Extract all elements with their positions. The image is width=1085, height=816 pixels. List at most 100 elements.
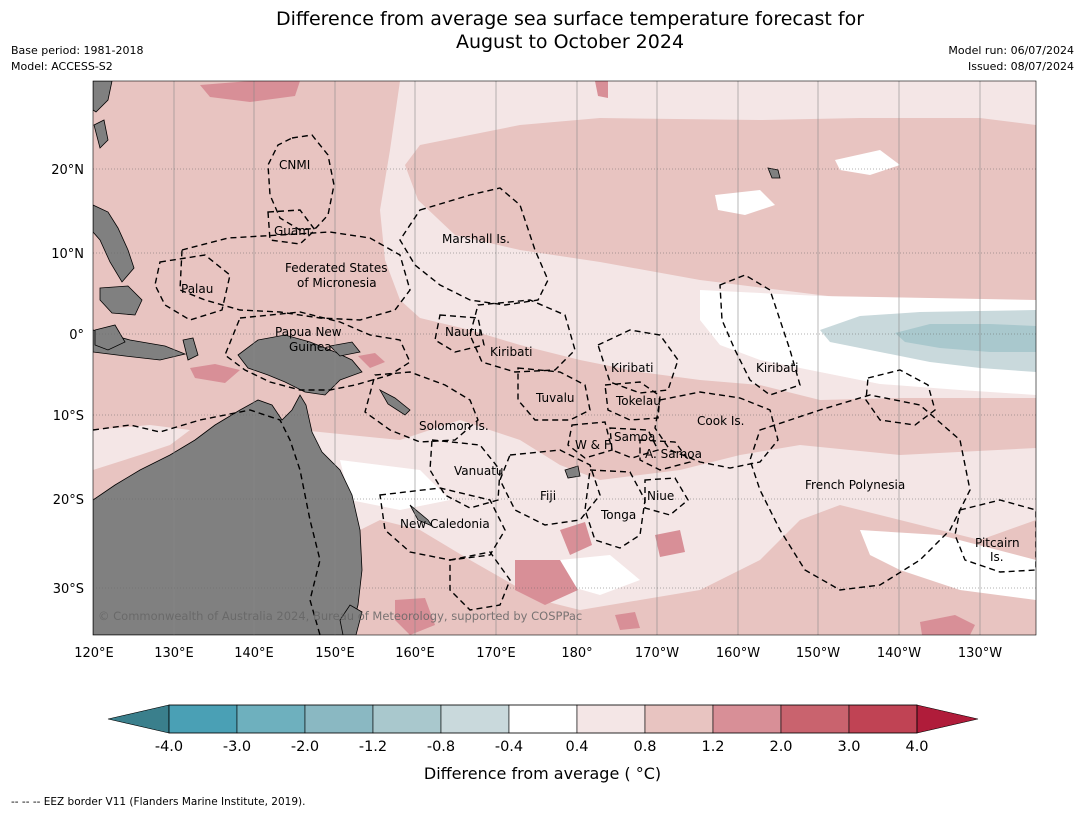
meta-right: Model run: 06/07/2024 Issued: 08/07/2024 (948, 43, 1074, 75)
label-wallis-futuna: W & F (575, 438, 611, 452)
eez-guam (267, 209, 316, 245)
colorbar-tick-label: -0.8 (427, 739, 455, 755)
colorbar-box (236, 704, 306, 734)
sst-warm-patch-south-6 (615, 612, 640, 630)
label-cnmi: CNMI (279, 158, 311, 172)
label-fsm-2: of Micronesia (297, 276, 377, 290)
eez-png (224, 311, 411, 391)
sst-warm-patch-north (200, 81, 300, 102)
sst-normal-patch-3 (860, 530, 1036, 600)
label-solomon: Solomon Is. (419, 419, 489, 433)
lon-label: 150°E (315, 646, 355, 661)
eez-new-caledonia (379, 487, 506, 561)
eez-australia-coral (93, 409, 321, 635)
eez-fiji (499, 449, 601, 526)
colorbar-boxes (168, 704, 918, 734)
sst-light-patch-sw (93, 425, 190, 470)
eez-kiribati-gilberts (469, 299, 576, 373)
label-pitcairn-1: Pitcairn (975, 536, 1020, 550)
sst-warm-patch-png (190, 364, 240, 383)
lon-label: 160°E (395, 646, 435, 661)
sst-normal-patch-2 (715, 190, 775, 215)
colorbar-tick-label: 2.0 (769, 739, 792, 755)
eez-marshall (399, 187, 549, 306)
eez-wallis-futuna (567, 421, 613, 459)
eez-solomon (364, 371, 479, 443)
sst-warm-patch-south-3 (655, 530, 685, 557)
colorbar-tick-label: -4.0 (155, 739, 183, 755)
eez-tonga (584, 469, 646, 549)
eez-pitcairn (954, 499, 1036, 573)
sst-warm-patch-south-1 (515, 560, 578, 605)
eez-borders (93, 134, 1036, 635)
colorbar-tick-labels: -4.0 -3.0 -2.0 -1.2 -0.8 -0.4 0.4 0.8 1.2 2.0 3.0 4… (155, 739, 929, 755)
eez-nauru (434, 314, 485, 353)
map-plot-area (93, 81, 1036, 635)
land-new-caledonia (409, 504, 434, 527)
lat-label: 0° (69, 328, 84, 343)
colorbar-tick-label: 0.8 (633, 739, 656, 755)
colorbar-frame (168, 704, 918, 734)
label-pitcairn-2: Is. (990, 550, 1004, 564)
map-title: Difference from average sea surface temp… (0, 8, 1085, 54)
land-halmahera (182, 337, 199, 361)
lat-label: 20°N (51, 163, 84, 178)
label-vanuatu: Vanuatu (454, 464, 504, 478)
lon-label: 160°W (716, 646, 760, 661)
label-palau: Palau (181, 282, 214, 296)
label-fiji: Fiji (540, 489, 557, 503)
label-kiribati-east: Kiribati (756, 361, 799, 375)
label-png-2: Guinea (289, 340, 332, 354)
eez-footer-note: -- -- -- EEZ border V11 (Flanders Marine… (11, 796, 306, 808)
eez-cnmi (267, 134, 335, 231)
label-niue: Niue (647, 489, 675, 503)
label-french-polynesia: French Polynesia (805, 478, 906, 492)
colorbar-tick-label: 3.0 (837, 739, 860, 755)
label-tonga: Tonga (601, 508, 637, 522)
eez-vanuatu (429, 439, 501, 509)
land-taiwan (93, 81, 113, 113)
colorbar-extend-high (916, 704, 979, 734)
label-new-caledonia: New Caledonia (400, 517, 490, 531)
label-tokelau: Tokelau (616, 394, 661, 408)
label-kiribati-west: Kiribati (490, 345, 533, 359)
colorbar-tick-label: -0.4 (495, 739, 523, 755)
lon-label: 170°E (476, 646, 516, 661)
colorbar-box (848, 704, 918, 734)
colorbar-tick-label: -3.0 (223, 739, 251, 755)
lon-label: 120°E (74, 646, 114, 661)
colorbar: -4.0 -3.0 -2.0 -1.2 -0.8 -0.4 0.4 0.8 1.2 2.0 3.0 4… (107, 704, 979, 755)
lon-label: 140°E (234, 646, 274, 661)
land-new-britain (329, 341, 361, 357)
eez-palau (154, 254, 231, 321)
lon-label: 130°W (958, 646, 1002, 661)
lon-label: 150°W (796, 646, 840, 661)
eez-kiribati-line (719, 274, 801, 396)
land-new-guinea (237, 334, 363, 396)
colorbar-tick-label: 4.0 (905, 739, 928, 755)
map-frame (92, 80, 1037, 636)
eez-french-polynesia (749, 394, 971, 591)
sst-warm-patch-south-2 (560, 522, 592, 555)
eez-kiribati-phoenix (597, 329, 679, 394)
sst-warm-patch-north-east (595, 81, 608, 98)
base-period: Base period: 1981-2018 (11, 44, 144, 57)
meta-left: Base period: 1981-2018 Model: ACCESS-S2 (11, 43, 143, 75)
colorbar-tick-label: -1.2 (359, 739, 387, 755)
lon-label: 130°E (154, 646, 194, 661)
land-luzon (93, 119, 109, 149)
label-american-samoa: A. Samoa (645, 447, 702, 461)
eez-tuvalu (517, 367, 591, 421)
lat-label: 10°S (53, 409, 84, 424)
colorbar-tick-label: -2.0 (291, 739, 319, 755)
graticule-parallels (93, 168, 1036, 589)
longitude-labels: 120°E 130°E 140°E 150°E 160°E 170°E 180° 170°W 1… (74, 646, 1002, 661)
label-kiribati-central: Kiribati (611, 361, 654, 375)
label-cook: Cook Is. (697, 414, 745, 428)
eez-marquesas (865, 369, 936, 426)
lat-label: 20°S (53, 493, 84, 508)
eez-cook (654, 391, 779, 469)
lon-label: 180° (561, 646, 592, 661)
eez-samoa (609, 427, 659, 459)
map-svg: 20°N 10°N 0° 10°S 20°S 30°S 120°E 130°E 140°E 15… (51, 80, 1037, 755)
